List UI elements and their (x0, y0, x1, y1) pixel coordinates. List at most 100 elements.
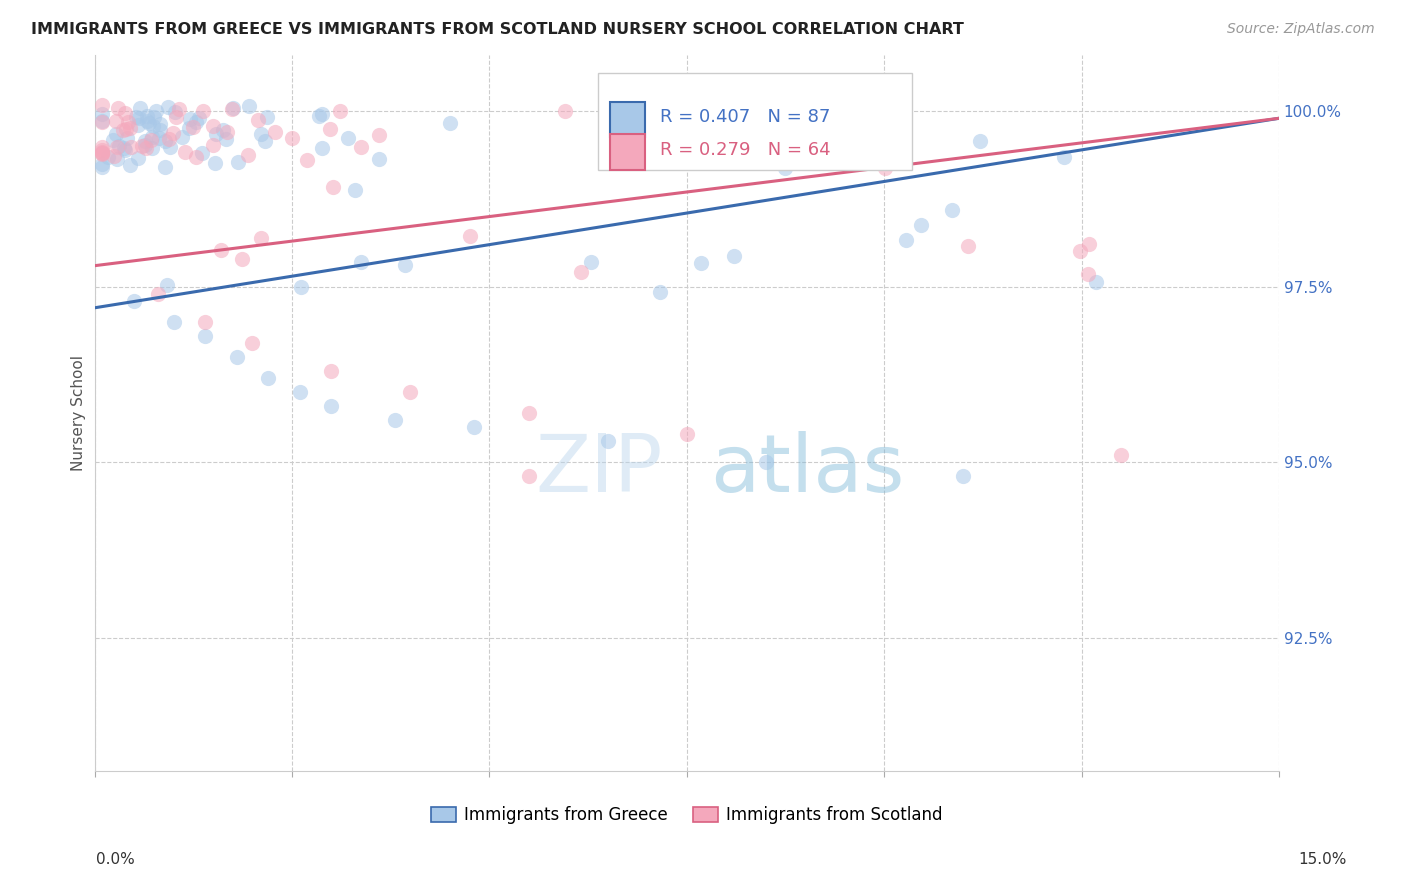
Point (675, 427, 697, 442)
Point (117, 115, 139, 129)
Y-axis label: Nursery School: Nursery School (72, 355, 86, 471)
Point (104, 114, 127, 128)
Point (596, 434, 619, 449)
Point (170, 129, 193, 144)
Point (107, 102, 129, 116)
Text: Source: ZipAtlas.com: Source: ZipAtlas.com (1227, 22, 1375, 37)
Point (135, 141, 157, 155)
Point (112, 141, 135, 155)
Point (91, 115, 114, 129)
Point (91, 157, 114, 171)
Point (136, 109, 159, 123)
Point (318, 122, 340, 136)
Point (399, 384, 422, 399)
Point (1052, 151, 1074, 165)
Point (350, 139, 373, 153)
Point (238, 99, 260, 113)
Point (194, 315, 217, 329)
Point (134, 134, 156, 148)
Point (1077, 237, 1099, 252)
Text: ZIP: ZIP (536, 432, 664, 509)
Point (204, 156, 226, 170)
Point (225, 350, 247, 364)
Point (222, 101, 245, 115)
Point (120, 139, 142, 153)
Point (783, 154, 806, 169)
Point (179, 112, 201, 127)
Point (648, 285, 671, 300)
Point (127, 118, 149, 132)
Point (103, 133, 125, 147)
Point (91, 143, 114, 157)
Point (181, 120, 204, 134)
Point (755, 455, 778, 469)
Point (122, 293, 145, 308)
Point (191, 104, 214, 119)
Point (215, 125, 238, 139)
Point (146, 286, 169, 301)
Point (969, 134, 991, 148)
Point (311, 141, 333, 155)
Point (177, 120, 200, 135)
Point (350, 255, 373, 269)
Point (91, 161, 114, 175)
Point (554, 103, 576, 118)
Point (257, 371, 280, 385)
Point (367, 152, 389, 166)
Point (165, 105, 187, 120)
Point (141, 141, 163, 155)
FancyBboxPatch shape (598, 73, 911, 169)
Point (135, 114, 157, 128)
Point (111, 122, 134, 136)
Point (910, 219, 932, 233)
Point (657, 114, 679, 128)
Text: R = 0.407   N = 87: R = 0.407 N = 87 (659, 109, 830, 127)
Point (941, 203, 963, 218)
Point (153, 134, 176, 148)
Point (288, 384, 311, 399)
Point (91, 113, 114, 128)
Point (256, 110, 278, 124)
Point (337, 131, 360, 145)
Point (91, 145, 114, 160)
Point (157, 132, 180, 146)
Point (156, 278, 179, 293)
Point (184, 115, 207, 129)
Point (125, 110, 148, 124)
Point (1069, 244, 1091, 259)
Point (138, 115, 160, 129)
Point (952, 469, 974, 483)
Point (91, 140, 114, 154)
Point (297, 153, 319, 167)
Point (105, 128, 128, 142)
Point (156, 100, 179, 114)
Point (579, 254, 602, 268)
Point (131, 139, 153, 153)
Point (114, 143, 136, 157)
Text: atlas: atlas (710, 432, 905, 509)
Point (91, 147, 114, 161)
Point (723, 249, 745, 263)
Point (91, 145, 114, 160)
Point (290, 280, 312, 294)
Point (153, 160, 176, 174)
Point (128, 112, 150, 126)
Point (91, 107, 114, 121)
Point (118, 121, 141, 136)
Point (367, 128, 389, 142)
Legend: Immigrants from Greece, Immigrants from Scotland: Immigrants from Greece, Immigrants from … (425, 799, 949, 830)
Point (873, 161, 896, 175)
Text: 15.0%: 15.0% (1299, 853, 1347, 867)
Point (173, 145, 195, 159)
Point (249, 127, 271, 141)
Point (149, 123, 172, 137)
Point (149, 117, 172, 131)
Point (103, 149, 125, 163)
Bar (610, 135, 645, 170)
Point (247, 113, 270, 128)
Point (105, 152, 128, 166)
Point (322, 180, 344, 194)
Point (264, 125, 287, 139)
Point (311, 107, 333, 121)
Point (162, 126, 184, 140)
